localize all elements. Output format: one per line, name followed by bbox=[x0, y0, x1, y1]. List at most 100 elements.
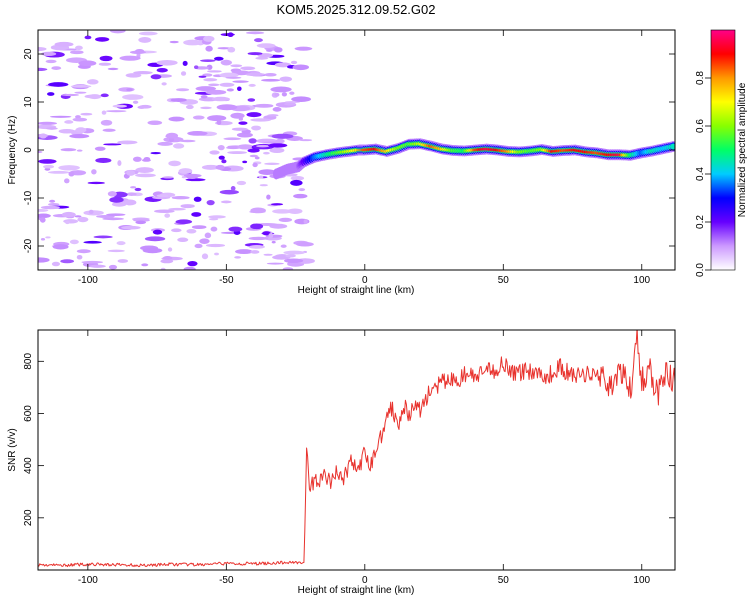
spectrogram-noise-blob bbox=[168, 207, 186, 211]
spectrogram-noise-blob bbox=[221, 159, 227, 164]
spectrogram-noise-blob bbox=[81, 260, 103, 264]
spectrogram-noise-blob bbox=[183, 266, 196, 270]
spectrogram-noise-blob bbox=[203, 35, 215, 42]
y-tick-label: 800 bbox=[23, 353, 34, 370]
spectrogram-noise-blob bbox=[194, 243, 203, 249]
spectrogram-noise-blob bbox=[74, 91, 87, 94]
spectrogram-noise-blob bbox=[77, 216, 89, 223]
spectrogram-noise-blob bbox=[249, 154, 258, 158]
spectrogram-noise-blob bbox=[227, 46, 236, 53]
spectrogram-noise-blob bbox=[69, 239, 79, 245]
spectrogram-noise-blob bbox=[207, 115, 227, 122]
y-tick-label: 400 bbox=[23, 457, 34, 474]
spectrogram-noise-blob bbox=[270, 203, 284, 206]
spectrogram-noise-blob bbox=[248, 83, 256, 87]
spectrogram-noise-blob bbox=[58, 128, 76, 134]
spectrogram-noise-blob bbox=[266, 262, 284, 265]
spectrogram-noise-blob bbox=[237, 86, 242, 91]
spectrogram-noise-blob bbox=[186, 228, 197, 234]
spectrogram-noise-blob bbox=[150, 74, 162, 80]
spectrogram-noise-blob bbox=[147, 120, 163, 125]
spectrogram-noise-blob bbox=[87, 181, 105, 185]
spectrogram-noise-blob bbox=[290, 60, 298, 65]
spectrogram-noise-blob bbox=[117, 259, 129, 263]
spectrogram-noise-blob bbox=[215, 164, 225, 170]
spectrogram-noise-blob bbox=[89, 264, 106, 268]
spectrogram-noise-blob bbox=[60, 148, 77, 152]
spectrogram-noise-blob bbox=[117, 140, 138, 145]
spectrogram-noise-blob bbox=[237, 144, 254, 150]
y-tick-label: -10 bbox=[23, 190, 34, 205]
spectrogram-x-label: Height of straight line (km) bbox=[298, 285, 415, 296]
spectrogram-noise-blob bbox=[156, 194, 169, 198]
spectrogram-noise-blob bbox=[156, 59, 178, 66]
spectrogram-noise-blob bbox=[271, 240, 276, 244]
spectrogram-noise-blob bbox=[191, 212, 202, 217]
spectrogram-noise-blob bbox=[126, 88, 133, 92]
spectrogram-noise-blob bbox=[180, 204, 195, 209]
spectrogram-noise-blob bbox=[278, 217, 293, 222]
spectrogram-noise-blob bbox=[135, 167, 154, 174]
spectrogram-noise-blob bbox=[100, 93, 109, 98]
spectrogram-noise-blob bbox=[281, 92, 288, 97]
spectrogram-noise-blob bbox=[293, 193, 308, 199]
colorbar-frame bbox=[710, 29, 736, 271]
spectrogram-noise-blob bbox=[47, 92, 55, 96]
spectrogram-noise-blob bbox=[203, 78, 218, 82]
spectrogram-noise-blob bbox=[234, 256, 242, 259]
spectrogram-noise-blob bbox=[107, 67, 119, 71]
y-tick-label: 20 bbox=[23, 48, 34, 60]
spectrogram-noise-blob bbox=[205, 89, 227, 95]
spectrogram-noise-blob bbox=[135, 173, 156, 178]
spectrogram-noise-blob bbox=[132, 156, 142, 162]
spectrogram-noise-blob bbox=[176, 88, 190, 92]
spectrogram-noise-blob bbox=[75, 127, 87, 133]
spectrogram-noise-blob bbox=[38, 121, 57, 125]
spectrogram-noise-blob bbox=[242, 160, 248, 164]
spectrogram-noise-blob bbox=[95, 157, 112, 164]
spectrogram-noise-blob bbox=[38, 208, 49, 212]
x-tick-label: 50 bbox=[498, 575, 510, 586]
spectrogram-noise-blob bbox=[95, 37, 110, 42]
spectrogram-noise-blob bbox=[103, 143, 122, 146]
spectrogram-noise-blob bbox=[65, 220, 70, 225]
spectrogram-noise-blob bbox=[80, 112, 93, 116]
colorbar-tick-label: 0.4 bbox=[695, 167, 706, 181]
spectrogram-noise-blob bbox=[268, 233, 274, 239]
colorbar-label: Normalized spectral amplitude bbox=[737, 82, 748, 217]
spectrogram-noise-blob bbox=[99, 55, 113, 62]
x-tick-label: 0 bbox=[362, 275, 368, 286]
spectrogram-noise-blob bbox=[52, 244, 69, 250]
spectrogram-noise-blob bbox=[250, 250, 260, 254]
spectrogram-noise-blob bbox=[88, 209, 94, 215]
spectrogram-noise-blob bbox=[41, 51, 57, 57]
spectrogram-noise-blob bbox=[102, 217, 124, 221]
spectrogram-noise-blob bbox=[51, 66, 62, 70]
spectrogram-noise-blob bbox=[296, 242, 314, 247]
spectrogram-noise-blob bbox=[60, 259, 75, 264]
spectrogram-noise-blob bbox=[246, 112, 262, 118]
spectrogram-noise-blob bbox=[200, 95, 208, 99]
spectrogram-noise-blob bbox=[173, 143, 185, 149]
snr-series-line bbox=[38, 330, 675, 568]
spectrogram-noise-blob bbox=[178, 168, 193, 174]
spectrogram-noise-blob bbox=[211, 96, 230, 102]
spectrogram-noise-blob bbox=[84, 35, 92, 40]
spectrogram-noise-blob bbox=[266, 49, 273, 52]
spectrogram-noise-blob bbox=[228, 226, 243, 232]
x-tick-label: 100 bbox=[633, 575, 650, 586]
spectrogram-noise-blob bbox=[298, 139, 313, 142]
spectrogram-noise-blob bbox=[171, 196, 190, 200]
spectrogram-noise-blob bbox=[58, 165, 80, 171]
spectrogram-noise-blob bbox=[213, 56, 224, 61]
snr-frame bbox=[37, 329, 676, 571]
spectrogram-noise-blob bbox=[284, 102, 297, 106]
snr-panel: -100 -50 0 50 100 200 400 600 800 Height of str… bbox=[7, 329, 676, 596]
spectrogram-noise-blob bbox=[126, 192, 137, 196]
spectrogram-noise-blob bbox=[200, 106, 212, 110]
spectrogram-noise-blob bbox=[250, 118, 272, 122]
spectrogram-noise-blob bbox=[47, 170, 70, 174]
spectrogram-noise-blob bbox=[38, 150, 43, 154]
spectrogram-noise-blob bbox=[109, 196, 124, 203]
spectrogram-noise-blob bbox=[205, 243, 226, 248]
